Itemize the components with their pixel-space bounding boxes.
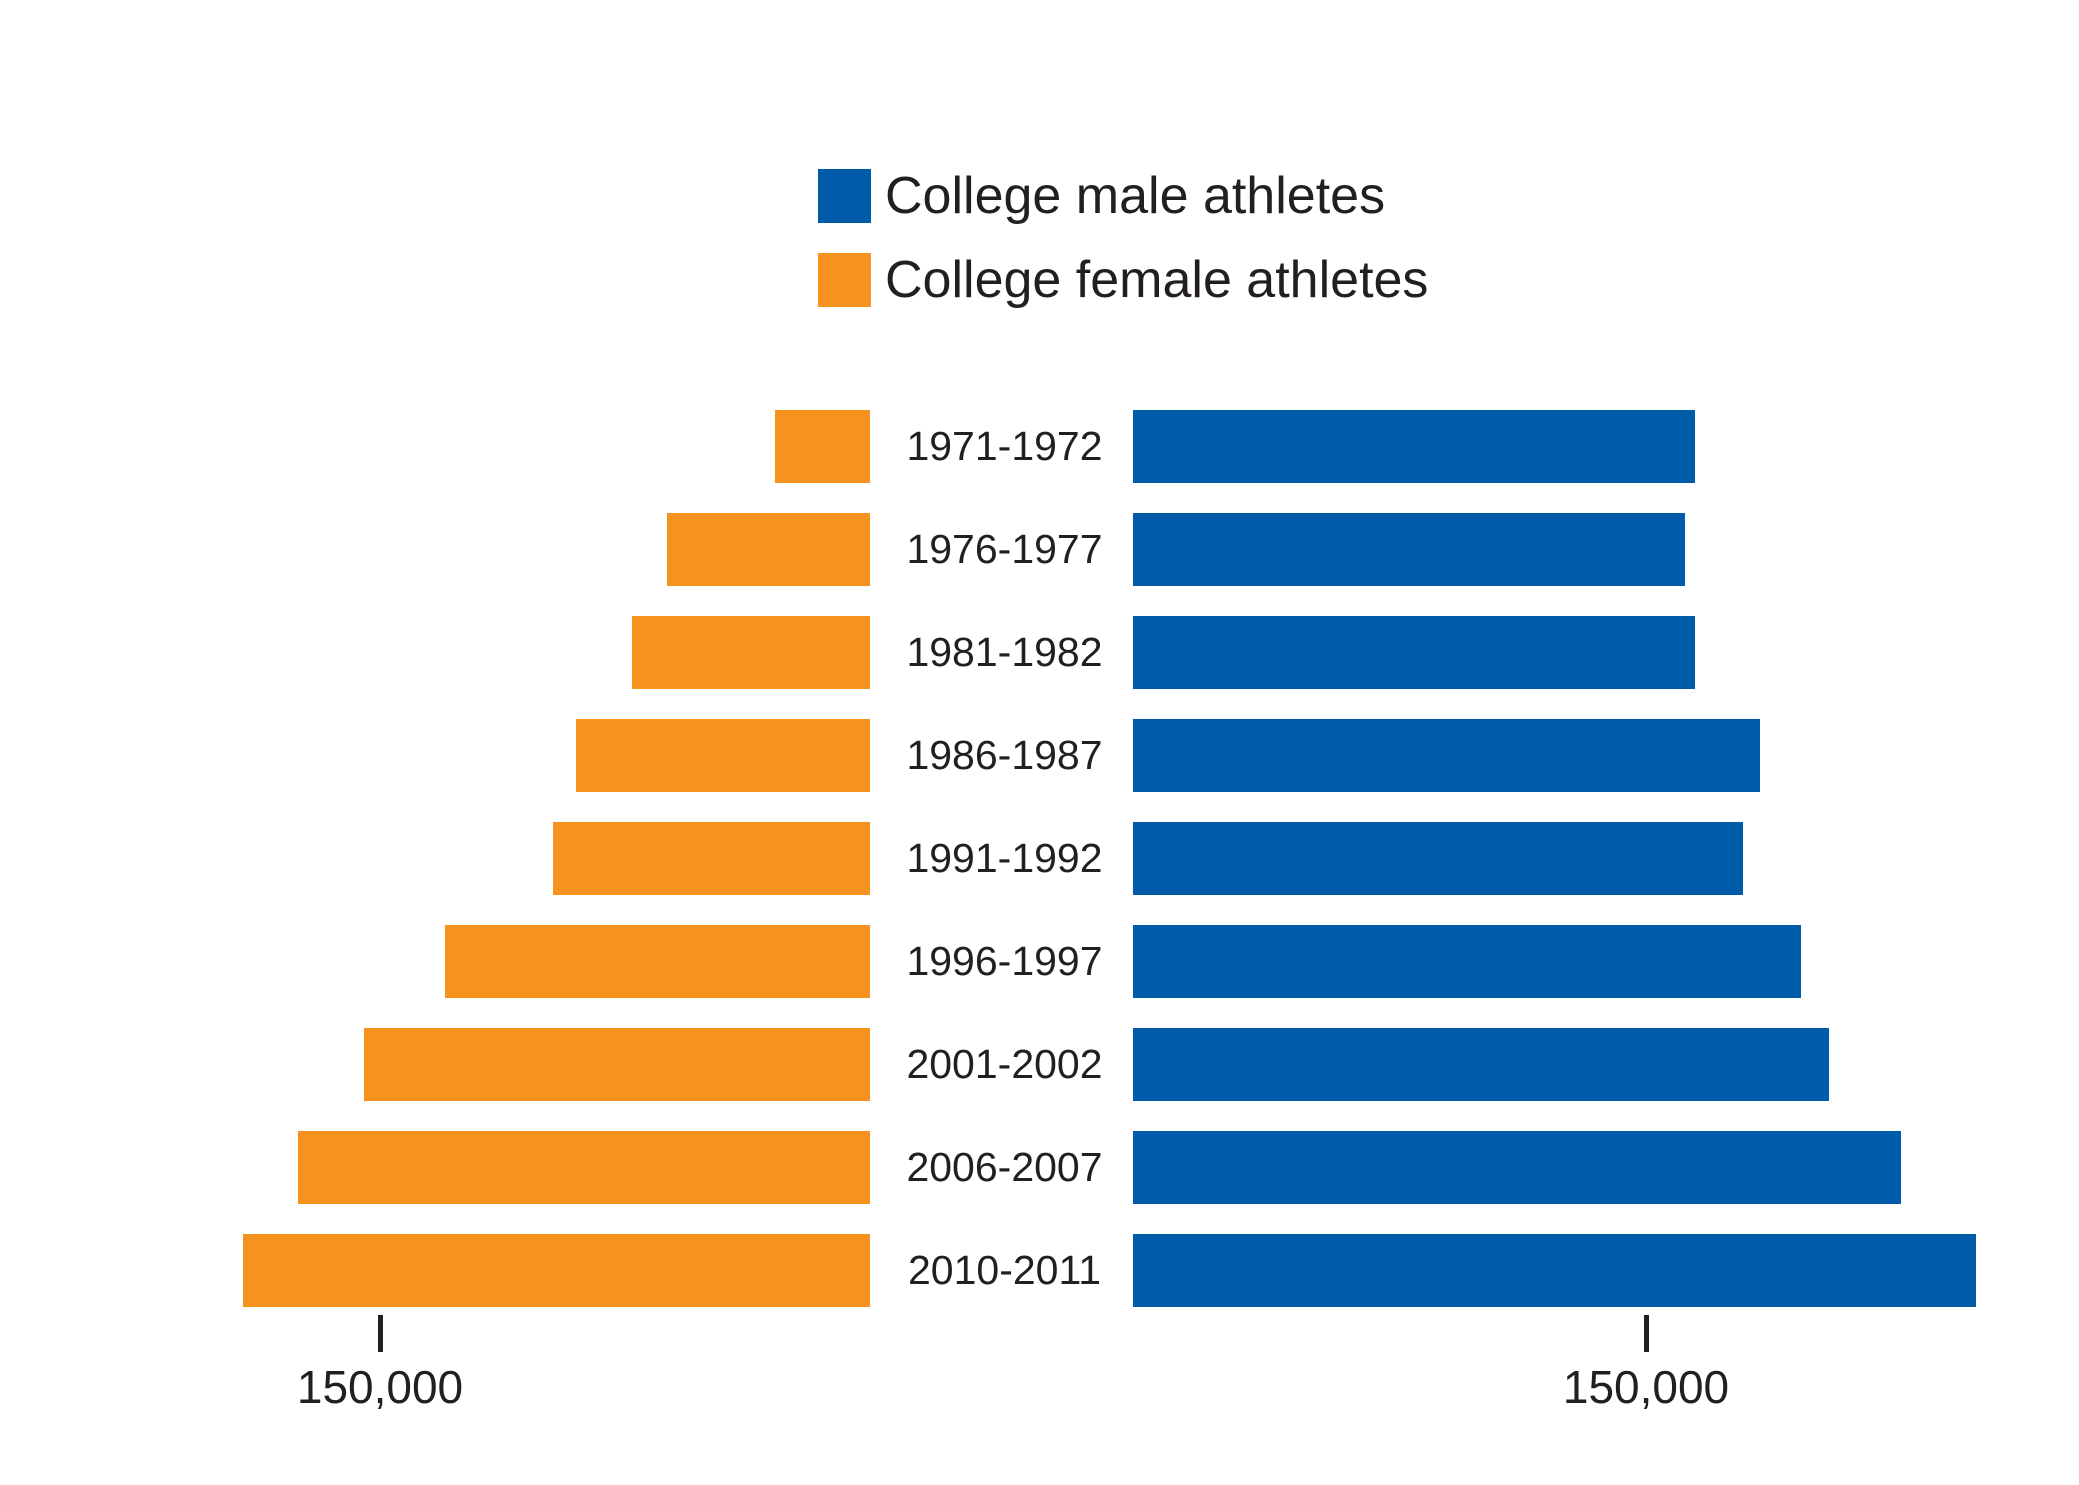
legend-item-female: College female athletes bbox=[818, 251, 1429, 309]
row-label-2006-2007: 2006-2007 bbox=[906, 1144, 1103, 1190]
bar-male-1991-1992 bbox=[1133, 822, 1743, 895]
row-label-1996-1997: 1996-1997 bbox=[906, 938, 1103, 984]
bar-female-1986-1987 bbox=[576, 719, 870, 792]
left-axis-label: 150,000 bbox=[296, 1361, 464, 1413]
row-label-1971-1972: 1971-1972 bbox=[906, 423, 1103, 469]
right-axis-tick bbox=[1644, 1315, 1649, 1352]
bar-male-1976-1977 bbox=[1133, 513, 1685, 586]
bar-male-2010-2011 bbox=[1133, 1234, 1976, 1307]
row-label-1986-1987: 1986-1987 bbox=[906, 732, 1103, 778]
bar-female-1971-1972 bbox=[775, 410, 870, 483]
bar-female-1991-1992 bbox=[553, 822, 870, 895]
row-label-1976-1977: 1976-1977 bbox=[906, 526, 1103, 572]
bar-female-1976-1977 bbox=[667, 513, 870, 586]
bar-male-1981-1982 bbox=[1133, 616, 1695, 689]
bar-female-2010-2011 bbox=[243, 1234, 870, 1307]
legend-label-female: College female athletes bbox=[885, 251, 1429, 309]
row-label-1981-1982: 1981-1982 bbox=[906, 629, 1103, 675]
male-color-swatch bbox=[818, 168, 871, 223]
left-axis-tick bbox=[378, 1315, 383, 1352]
bar-female-1996-1997 bbox=[445, 925, 870, 998]
bar-male-2006-2007 bbox=[1133, 1131, 1901, 1204]
legend-item-male: College male athletes bbox=[818, 166, 1386, 225]
bar-male-1971-1972 bbox=[1133, 410, 1695, 483]
right-axis-label: 150,000 bbox=[1562, 1361, 1730, 1413]
legend-label-male: College male athletes bbox=[885, 166, 1386, 225]
row-label-2010-2011: 2010-2011 bbox=[907, 1247, 1102, 1293]
row-label-1991-1992: 1991-1992 bbox=[906, 835, 1103, 881]
bar-male-2001-2002 bbox=[1133, 1028, 1829, 1101]
female-color-swatch bbox=[818, 253, 871, 307]
bar-male-1996-1997 bbox=[1133, 925, 1801, 998]
bar-female-2006-2007 bbox=[298, 1131, 870, 1204]
bar-female-2001-2002 bbox=[364, 1028, 870, 1101]
row-label-2001-2002: 2001-2002 bbox=[906, 1041, 1103, 1087]
bar-female-1981-1982 bbox=[632, 616, 870, 689]
bar-male-1986-1987 bbox=[1133, 719, 1760, 792]
